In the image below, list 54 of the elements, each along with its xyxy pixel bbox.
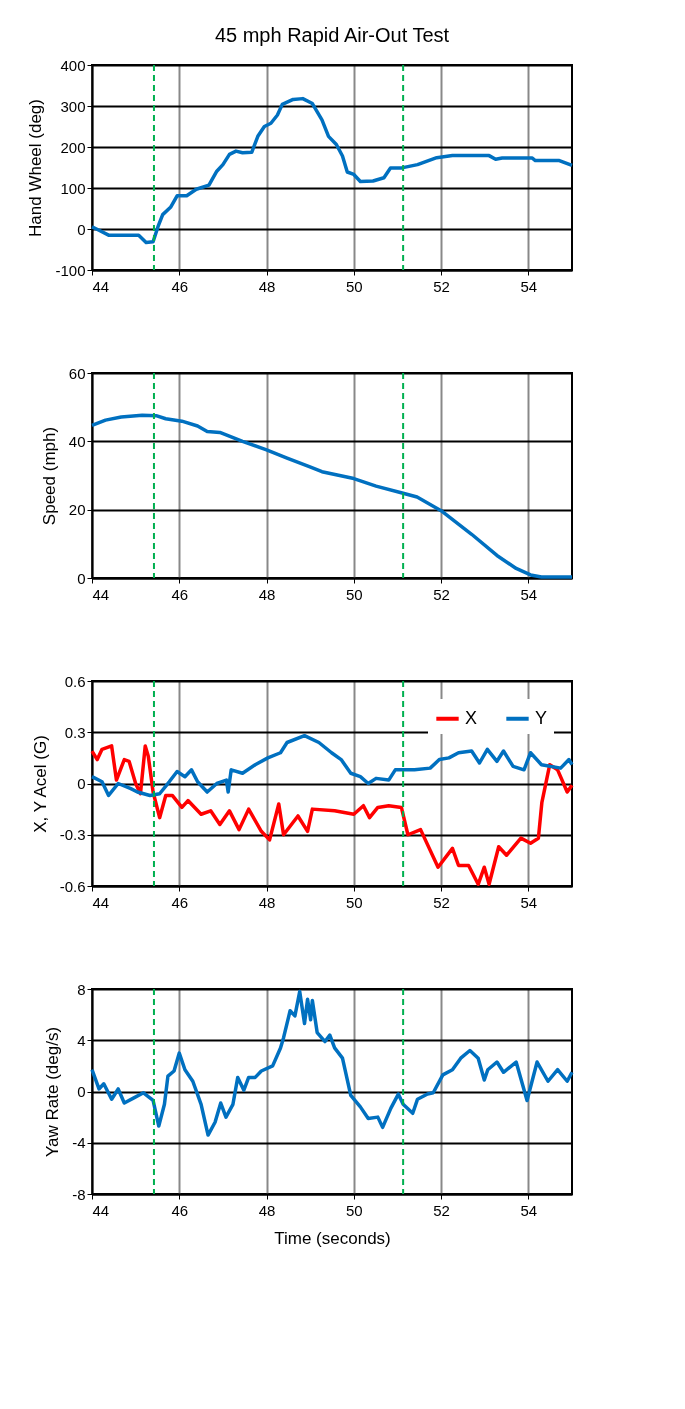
y-tick-label: 4 bbox=[77, 1031, 86, 1049]
x-tick-label: 50 bbox=[345, 1201, 363, 1219]
x-tick-label: 46 bbox=[171, 893, 189, 911]
x-tick-label: 46 bbox=[171, 277, 189, 295]
y-tick-label: -100 bbox=[55, 261, 86, 279]
y-tick-label: 0.3 bbox=[64, 723, 86, 741]
x-tick-label: 44 bbox=[92, 277, 110, 295]
x-axis-title: Time (seconds) bbox=[274, 1228, 391, 1248]
x-tick-label: 46 bbox=[171, 585, 189, 603]
y-tick-label: 400 bbox=[60, 56, 86, 74]
y-tick-label: 0 bbox=[77, 1083, 86, 1100]
x-tick-label: 50 bbox=[345, 893, 363, 911]
y-tick-label: -0.3 bbox=[59, 826, 86, 844]
y-axis-title: Speed (mph) bbox=[39, 426, 59, 526]
x-tick-label: 44 bbox=[92, 585, 110, 603]
x-tick-label: 52 bbox=[433, 893, 450, 911]
y-tick-label: 60 bbox=[68, 364, 86, 382]
x-tick-label: 50 bbox=[345, 585, 363, 603]
y-axis-title: Hand Wheel (deg) bbox=[26, 99, 46, 237]
x-tick-label: 48 bbox=[258, 1201, 276, 1219]
x-tick-label: 54 bbox=[520, 585, 538, 603]
x-tick-label: 44 bbox=[92, 1201, 110, 1219]
x-tick-label: 46 bbox=[171, 1201, 189, 1219]
x-tick-label: 48 bbox=[258, 585, 276, 603]
y-tick-label: 0.6 bbox=[64, 672, 86, 690]
y-tick-label: 0 bbox=[77, 220, 86, 238]
chart-title: 45 mph Rapid Air-Out Test bbox=[214, 24, 450, 46]
x-tick-label: 54 bbox=[520, 1201, 538, 1219]
y-axis-title: X, Y Acel (G) bbox=[30, 735, 50, 833]
y-axis-title: Yaw Rate (deg/s) bbox=[43, 1026, 63, 1158]
x-tick-label: 48 bbox=[258, 277, 276, 295]
y-tick-label: 300 bbox=[60, 97, 86, 115]
x-tick-label: 52 bbox=[433, 585, 450, 603]
y-tick-label: 200 bbox=[60, 138, 86, 156]
x-tick-label: 52 bbox=[433, 277, 450, 295]
legend-label: X bbox=[465, 707, 478, 728]
y-tick-label: -4 bbox=[72, 1134, 86, 1152]
y-tick-label: 8 bbox=[77, 980, 86, 998]
x-tick-label: 54 bbox=[520, 277, 538, 295]
y-tick-label: 40 bbox=[68, 432, 86, 450]
x-tick-label: 48 bbox=[258, 893, 276, 911]
legend-label: Y bbox=[535, 707, 548, 728]
y-tick-label: 100 bbox=[60, 179, 86, 197]
x-tick-label: 50 bbox=[345, 277, 363, 295]
x-tick-label: 52 bbox=[433, 1201, 450, 1219]
line-series bbox=[90, 96, 574, 245]
x-tick-label: 44 bbox=[92, 893, 110, 911]
y-tick-label: -0.6 bbox=[59, 877, 86, 895]
y-tick-label: 0 bbox=[77, 775, 86, 792]
x-tick-label: 54 bbox=[520, 893, 538, 911]
y-tick-label: 0 bbox=[77, 569, 86, 587]
y-tick-label: -8 bbox=[72, 1185, 86, 1203]
y-tick-label: 20 bbox=[68, 501, 86, 519]
line-series bbox=[90, 733, 574, 798]
